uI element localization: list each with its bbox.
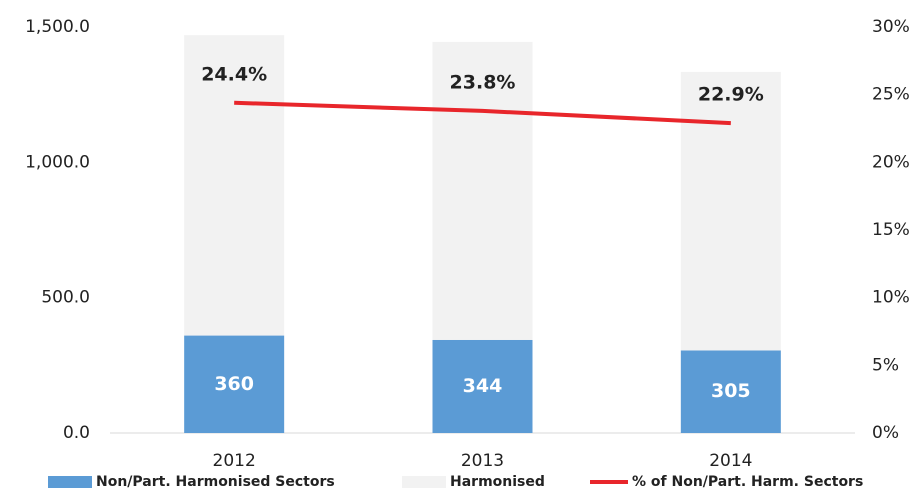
y-tick-label: 500.0: [41, 288, 90, 308]
legend-label: % of Non/Part. Harm. Sectors: [632, 474, 863, 490]
legend-label: Harmonised: [450, 474, 545, 490]
y2-tick-label: 10%: [872, 288, 910, 308]
legend-label: Non/Part. Harmonised Sectors: [96, 474, 335, 490]
y2-tick-label: 5%: [872, 355, 899, 375]
line-value-label: 24.4%: [201, 63, 267, 85]
y2-tick-label: 25%: [872, 85, 910, 105]
bar-value-label: 344: [463, 375, 503, 397]
bar: [184, 335, 285, 433]
bar-value-label: 305: [711, 380, 751, 402]
y-tick-label: 0.0: [63, 423, 90, 443]
legend-swatch: [48, 476, 92, 488]
bar: [680, 71, 781, 351]
line-value-label: 23.8%: [450, 71, 516, 93]
bar-value-label: 360: [214, 373, 254, 395]
y2-tick-label: 20%: [872, 152, 910, 172]
line: [234, 100, 731, 126]
bar: [432, 41, 533, 340]
bar: [184, 35, 285, 336]
x-tick-label: 2014: [709, 451, 752, 471]
y-tick-label: 1,000.0: [25, 152, 90, 172]
y2-tick-label: 0%: [872, 423, 899, 443]
bar: [432, 339, 533, 433]
legend-swatch: [402, 476, 446, 488]
x-tick-label: 2013: [461, 451, 504, 471]
y2-tick-label: 30%: [872, 17, 910, 37]
y-tick-label: 1,500.0: [25, 17, 90, 37]
line-value-label: 22.9%: [698, 84, 764, 106]
bar: [680, 350, 781, 433]
x-tick-label: 2012: [213, 451, 256, 471]
y2-tick-label: 15%: [872, 220, 910, 240]
